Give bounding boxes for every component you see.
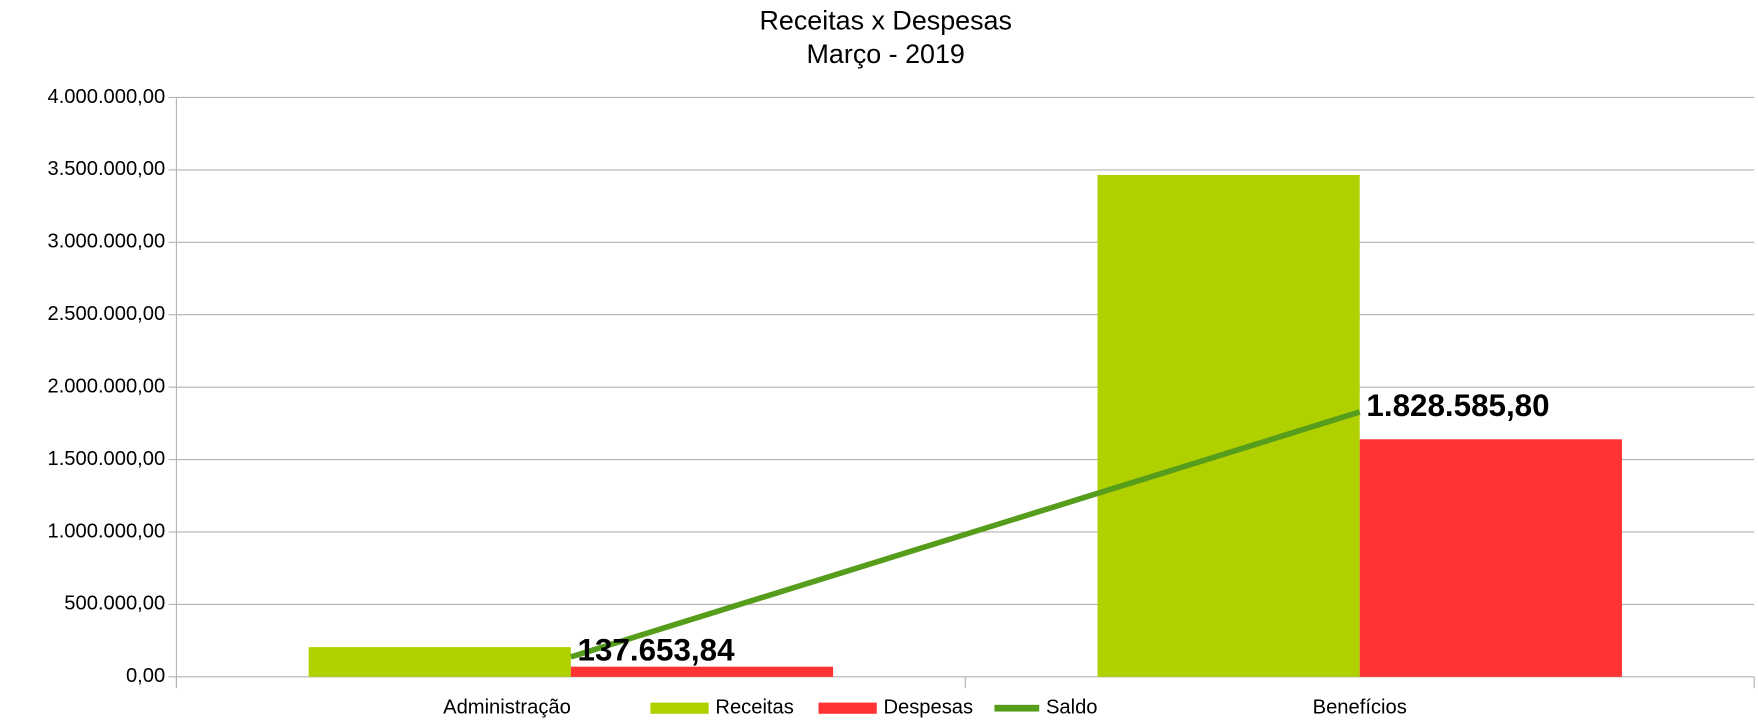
y-tick-label: 2.000.000,00 — [48, 375, 166, 397]
y-tick-label: 2.500.000,00 — [48, 303, 166, 325]
legend-label: Despesas — [883, 697, 973, 719]
legend-label: Receitas — [715, 697, 793, 719]
bar — [1359, 439, 1622, 677]
legend-swatch — [994, 704, 1040, 712]
line — [570, 409, 1361, 660]
data-label: 1.828.585,80 — [1366, 388, 1549, 423]
legend-swatch — [818, 702, 877, 714]
x-tick-label: Administração — [443, 697, 571, 719]
chart-subtitle: Março - 2019 — [807, 39, 965, 69]
y-tick-label: 4.000.000,00 — [48, 86, 166, 108]
legend-swatch — [650, 702, 709, 714]
y-tick-label: 3.500.000,00 — [48, 158, 166, 180]
bar — [308, 647, 571, 677]
x-tick-label: Benefícios — [1313, 697, 1407, 719]
data-label: 137.653,84 — [578, 633, 736, 668]
y-tick-label: 0,00 — [126, 665, 165, 687]
bar — [570, 666, 834, 677]
y-tick-label: 1.000.000,00 — [48, 520, 166, 542]
y-tick-label: 1.500.000,00 — [48, 448, 166, 470]
chart-title: Receitas x Despesas — [759, 6, 1011, 36]
y-tick-label: 3.000.000,00 — [48, 231, 166, 253]
y-tick-label: 500.000,00 — [64, 593, 165, 615]
legend-label: Saldo — [1046, 697, 1098, 719]
